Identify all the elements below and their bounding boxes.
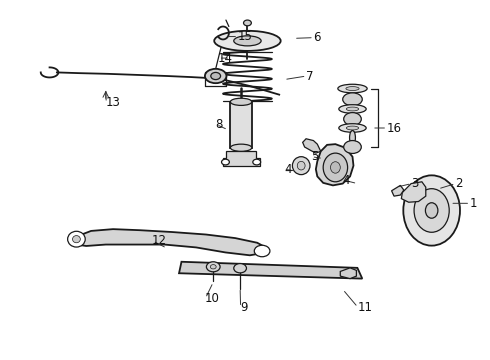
Ellipse shape [339, 105, 366, 113]
Ellipse shape [214, 31, 281, 51]
Ellipse shape [234, 36, 261, 46]
Ellipse shape [230, 98, 252, 105]
Ellipse shape [346, 87, 359, 90]
Text: 5: 5 [311, 150, 318, 163]
Ellipse shape [254, 245, 270, 257]
Text: 10: 10 [205, 292, 220, 305]
Text: 9: 9 [240, 301, 247, 314]
Ellipse shape [210, 265, 216, 269]
Ellipse shape [338, 84, 367, 93]
Ellipse shape [346, 107, 359, 111]
Ellipse shape [323, 153, 347, 182]
Ellipse shape [349, 131, 355, 145]
Ellipse shape [403, 175, 460, 246]
Polygon shape [303, 139, 321, 153]
Polygon shape [72, 229, 267, 255]
Ellipse shape [230, 144, 252, 151]
Ellipse shape [414, 189, 449, 232]
Text: 4: 4 [343, 174, 350, 186]
Polygon shape [179, 262, 362, 279]
Ellipse shape [211, 72, 220, 80]
Polygon shape [340, 268, 356, 279]
Text: 1: 1 [470, 197, 477, 210]
Text: 13: 13 [106, 96, 121, 109]
Ellipse shape [234, 264, 246, 273]
Ellipse shape [331, 162, 340, 173]
Text: 15: 15 [238, 30, 252, 43]
Ellipse shape [343, 113, 361, 126]
Text: 3: 3 [411, 177, 418, 190]
Text: 14: 14 [218, 51, 233, 64]
Ellipse shape [339, 124, 366, 132]
Polygon shape [316, 144, 353, 185]
Text: 2: 2 [455, 177, 463, 190]
Ellipse shape [73, 235, 80, 243]
Ellipse shape [297, 161, 305, 170]
Ellipse shape [343, 93, 362, 106]
Polygon shape [392, 185, 404, 196]
Ellipse shape [205, 69, 226, 83]
Ellipse shape [68, 231, 85, 247]
Text: 4: 4 [284, 163, 292, 176]
Text: 12: 12 [152, 234, 167, 247]
Text: 6: 6 [314, 31, 321, 44]
Polygon shape [401, 182, 426, 202]
Text: 7: 7 [306, 69, 314, 82]
Text: 11: 11 [357, 301, 372, 314]
Ellipse shape [346, 126, 359, 130]
Ellipse shape [244, 20, 251, 26]
Ellipse shape [293, 157, 310, 175]
Polygon shape [222, 150, 260, 166]
Ellipse shape [206, 262, 220, 272]
Ellipse shape [343, 140, 361, 153]
Ellipse shape [425, 203, 438, 218]
Ellipse shape [253, 159, 261, 165]
Ellipse shape [221, 159, 229, 165]
Text: 16: 16 [387, 122, 402, 135]
Bar [230, 102, 252, 148]
Text: 8: 8 [216, 118, 223, 131]
